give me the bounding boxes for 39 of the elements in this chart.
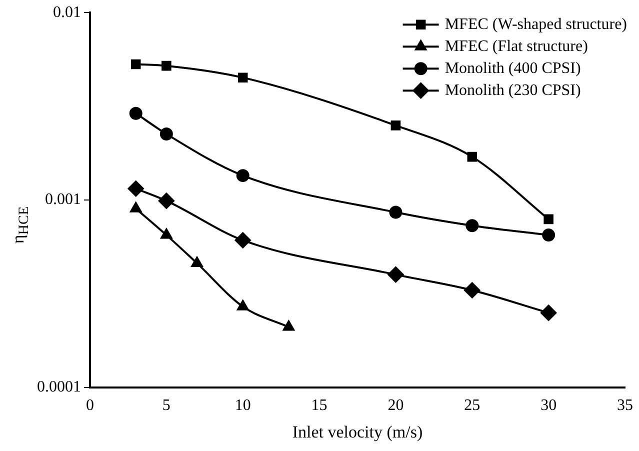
- legend-label: Monolith (230 CPSI): [444, 82, 581, 99]
- x-axis-title: Inlet velocity (m/s): [292, 422, 423, 442]
- point: [388, 266, 404, 283]
- point: [130, 59, 141, 70]
- point: [130, 202, 142, 212]
- x-tick-label: 20: [388, 397, 404, 414]
- x-tick-label: 0: [86, 397, 94, 414]
- y-tick-label: 0.01: [53, 4, 81, 21]
- point: [234, 232, 251, 248]
- x-tick-label: 5: [162, 397, 170, 414]
- point: [160, 228, 172, 239]
- point: [158, 192, 174, 209]
- x-tick-label: 35: [617, 397, 633, 414]
- point: [540, 304, 557, 321]
- point: [282, 320, 294, 331]
- point: [389, 206, 402, 219]
- point: [464, 282, 480, 298]
- x-tick-label: 10: [234, 397, 251, 414]
- x-tick-label: 25: [464, 397, 480, 414]
- point: [466, 219, 479, 232]
- point: [160, 128, 173, 140]
- point: [542, 228, 556, 242]
- point: [390, 120, 401, 130]
- point: [238, 72, 248, 82]
- y-tick-label: 0.001: [45, 191, 81, 208]
- point: [128, 180, 144, 197]
- point: [237, 300, 249, 310]
- point: [162, 60, 172, 71]
- y-tick-label: 0.0001: [37, 378, 81, 396]
- point: [236, 169, 250, 182]
- x-tick-label: 15: [311, 397, 328, 414]
- legend-label: MFEC (Flat structure): [444, 38, 588, 55]
- point: [544, 214, 554, 224]
- legend-label: Monolith (400 CPSI): [444, 60, 581, 77]
- point: [467, 152, 478, 162]
- x-tick-label: 30: [540, 397, 557, 414]
- legend-label: MFEC (W-shaped structure): [444, 16, 628, 33]
- point: [191, 256, 203, 267]
- point: [129, 106, 142, 120]
